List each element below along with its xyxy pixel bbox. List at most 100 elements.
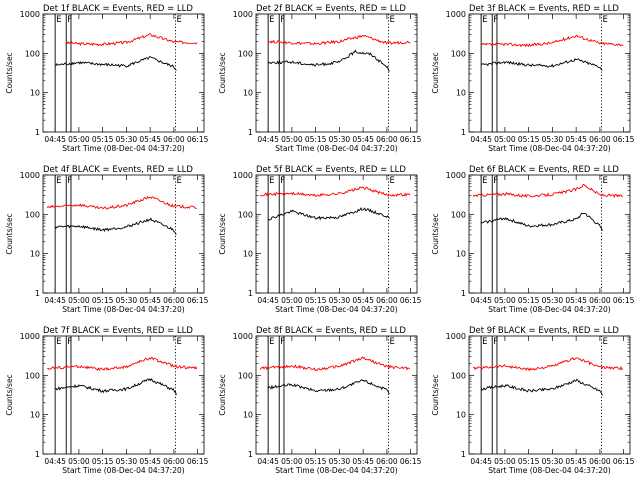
y-tick-label: 100 (25, 210, 40, 219)
y-tick-label: 1000 (233, 10, 253, 19)
lld-rate-trace (481, 34, 624, 48)
x-tick-label: 06:00 (376, 135, 398, 144)
x-tick-label: 05:15 (305, 296, 327, 305)
y-tick-label: 100 (238, 210, 253, 219)
time-marker-label: F (493, 15, 498, 25)
x-tick-label: 04:45 (470, 296, 492, 305)
y-tick-label: 1 (461, 289, 466, 298)
y-tick-label: 1000 (233, 332, 253, 341)
events-rate-trace (480, 212, 603, 232)
x-tick-label: 05:15 (92, 457, 114, 466)
panel-title: Det 3f BLACK = Events, RED = LLD (469, 4, 619, 14)
x-tick-label: 04:45 (44, 296, 66, 305)
y-tick-label: 1 (461, 128, 466, 137)
x-tick-label: 05:30 (329, 296, 351, 305)
panel-title: Det 6f BLACK = Events, RED = LLD (469, 165, 619, 175)
time-marker-label: E (602, 176, 607, 186)
plot-frame (42, 13, 205, 133)
x-tick-label: 05:30 (542, 457, 564, 466)
time-marker-label: E (602, 15, 607, 25)
x-tick-label: 05:00 (281, 457, 303, 466)
x-tick-label: 05:45 (352, 135, 374, 144)
y-tick-label: 10 (243, 250, 253, 259)
y-tick-label: 1000 (233, 171, 253, 180)
x-tick-label: 05:45 (565, 135, 587, 144)
lld-rate-trace (259, 356, 411, 372)
y-tick-label: 1 (35, 128, 40, 137)
y-axis-label: Counts/sec (218, 213, 227, 254)
events-rate-trace (267, 206, 390, 221)
events-rate-trace (267, 379, 390, 395)
y-tick-label: 1 (248, 450, 253, 459)
x-tick-label: 05:30 (542, 135, 564, 144)
x-axis-label: Start Time (08-Dec-04 04:37:20) (62, 144, 184, 153)
y-axis-label: Counts/sec (5, 213, 14, 254)
x-tick-label: 06:00 (376, 457, 398, 466)
plot-frame (468, 13, 631, 133)
plot-frame (42, 335, 205, 455)
x-tick-label: 04:45 (257, 135, 279, 144)
plot-frame (255, 335, 418, 455)
x-tick-label: 05:45 (565, 296, 587, 305)
events-rate-trace (481, 58, 603, 71)
time-marker-label: F (493, 176, 498, 186)
x-axis-label: Start Time (08-Dec-04 04:37:20) (275, 305, 397, 314)
x-tick-label: 06:15 (613, 135, 635, 144)
y-axis-label: Counts/sec (218, 374, 227, 415)
x-tick-label: 04:45 (470, 135, 492, 144)
x-axis-label: Start Time (08-Dec-04 04:37:20) (62, 305, 184, 314)
x-tick-label: 05:30 (542, 296, 564, 305)
x-tick-label: 05:45 (139, 135, 161, 144)
x-tick-label: 05:00 (494, 135, 516, 144)
time-marker-label: E (389, 337, 394, 347)
detector-panel: Det 5f BLACK = Events, RED = LLD 1 10 100 10… (218, 165, 422, 314)
detector-panel: Det 3f BLACK = Events, RED = LLD 1 10 100 10… (431, 4, 635, 153)
y-axis-label: Counts/sec (5, 374, 14, 415)
x-tick-label: 05:15 (92, 135, 114, 144)
x-tick-label: 06:15 (187, 296, 209, 305)
time-marker-label: E (56, 15, 61, 25)
lld-rate-trace (472, 184, 624, 199)
time-marker-label: E (269, 15, 274, 25)
y-axis-label: Counts/sec (5, 52, 14, 93)
panel-title: Det 2f BLACK = Events, RED = LLD (256, 4, 406, 14)
y-tick-label: 10 (456, 250, 466, 259)
lld-rate-trace (260, 186, 411, 198)
x-tick-label: 06:00 (163, 296, 185, 305)
plot-frame (42, 174, 205, 294)
y-tick-label: 100 (238, 49, 253, 58)
plot-frame (468, 174, 631, 294)
time-marker-label: E (56, 337, 61, 347)
time-marker-label: F (280, 337, 285, 347)
x-axis-label: Start Time (08-Dec-04 04:37:20) (275, 466, 397, 475)
time-marker-label: E (482, 15, 487, 25)
panel-title: Det 8f BLACK = Events, RED = LLD (256, 326, 406, 336)
time-marker-label: E (176, 176, 181, 186)
x-tick-label: 06:00 (589, 457, 611, 466)
time-marker-label: E (482, 337, 487, 347)
x-tick-label: 06:00 (376, 296, 398, 305)
y-tick-label: 10 (30, 89, 40, 98)
x-tick-label: 06:15 (400, 135, 422, 144)
x-tick-label: 05:45 (352, 457, 374, 466)
plot-frame (255, 174, 418, 294)
x-axis-label: Start Time (08-Dec-04 04:37:20) (488, 305, 610, 314)
x-tick-label: 05:00 (494, 296, 516, 305)
y-tick-label: 10 (243, 89, 253, 98)
time-marker-label: E (176, 15, 181, 25)
events-rate-trace (267, 49, 390, 72)
x-tick-label: 06:15 (400, 457, 422, 466)
time-marker-label: F (280, 176, 285, 186)
panel-title: Det 5f BLACK = Events, RED = LLD (256, 165, 406, 175)
detector-panel: Det 9f BLACK = Events, RED = LLD 1 10 100 10… (431, 326, 635, 475)
detector-panel: Det 1f BLACK = Events, RED = LLD 1 10 100 10… (5, 4, 209, 153)
x-axis-label: Start Time (08-Dec-04 04:37:20) (275, 144, 397, 153)
x-axis-label: Start Time (08-Dec-04 04:37:20) (62, 466, 184, 475)
y-tick-label: 1 (35, 289, 40, 298)
y-tick-label: 1000 (20, 332, 40, 341)
x-tick-label: 06:00 (589, 296, 611, 305)
x-tick-label: 04:45 (257, 296, 279, 305)
y-tick-label: 1000 (446, 10, 466, 19)
y-tick-label: 10 (456, 411, 466, 420)
